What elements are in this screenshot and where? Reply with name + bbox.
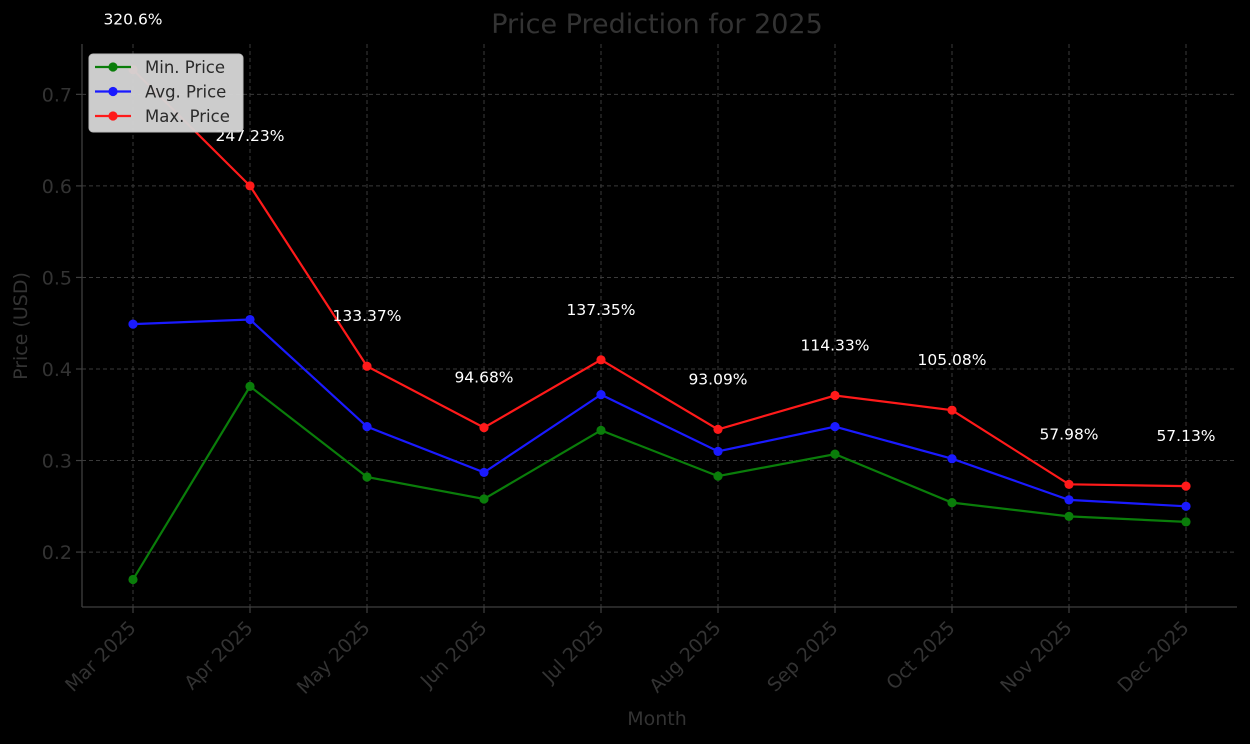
legend-label-avg-price: Avg. Price [145, 83, 226, 102]
x-tick-label: Nov 2025 [996, 617, 1076, 697]
percent-change-label: 57.98% [1039, 425, 1098, 443]
percent-change-label: 137.35% [567, 301, 636, 319]
avg-price-point [245, 314, 255, 325]
x-tick-label: Dec 2025 [1114, 617, 1194, 697]
percent-change-label: 93.09% [688, 370, 747, 388]
avg-price-point [947, 454, 957, 464]
min-price-point [1181, 517, 1191, 527]
avg-price-point [596, 390, 606, 400]
avg-price-point [713, 446, 723, 456]
y-tick-label: 0.4 [42, 359, 72, 381]
min-price-point [245, 381, 255, 391]
max-price-point [947, 405, 957, 415]
y-axis-title: Price (USD) [10, 272, 32, 380]
legend-label-max-price: Max. Price [145, 107, 230, 126]
legend: Min. Price Avg. Price Max. Price [88, 53, 244, 133]
min-price-point [596, 425, 606, 435]
percent-change-label: 114.33% [801, 337, 870, 355]
annotations: 320.6%247.23%133.37%94.68%137.35%93.09%1… [103, 11, 1215, 446]
max-price-point [362, 361, 372, 371]
min-price-point [362, 472, 372, 482]
max-price-point [830, 390, 840, 401]
avg-price-point [830, 422, 840, 432]
avg-price-point [362, 422, 372, 432]
min-price-point [128, 574, 138, 585]
percent-change-label: 94.68% [454, 369, 513, 387]
max-price-point [1064, 479, 1074, 489]
percent-change-label: 320.6% [103, 11, 162, 29]
legend-marker-min-price [108, 62, 118, 72]
max-price-point [713, 424, 723, 435]
x-tick-label: Mar 2025 [61, 617, 140, 696]
avg-price-point [479, 467, 489, 478]
y-tick-label: 0.7 [42, 84, 72, 106]
y-tick-label: 0.3 [42, 451, 72, 473]
x-tick-label: Oct 2025 [882, 617, 959, 694]
legend-label-min-price: Min. Price [145, 58, 225, 77]
y-tick-label: 0.5 [42, 267, 72, 289]
max-price-line [132, 68, 1187, 488]
avg-price-line [132, 318, 1187, 508]
avg-price-point [1064, 495, 1074, 505]
x-tick-label: Apr 2025 [180, 617, 257, 694]
y-tick-label: 0.2 [42, 542, 72, 564]
min-price-point [830, 449, 840, 459]
avg-price-point [1181, 501, 1191, 511]
percent-change-label: 57.13% [1156, 427, 1215, 445]
percent-change-label: 105.08% [918, 351, 987, 369]
x-tick-label: Jul 2025 [538, 617, 609, 688]
legend-marker-max-price [108, 111, 118, 121]
min-price-point [947, 498, 957, 508]
min-price-point [479, 494, 489, 504]
grid [82, 44, 1237, 607]
min-price-point [713, 471, 723, 481]
avg-price-point [128, 319, 138, 329]
min-price-line [132, 384, 1187, 581]
legend-marker-avg-price [108, 86, 118, 97]
y-tick-label: 0.6 [42, 176, 72, 198]
percent-change-label: 133.37% [333, 307, 402, 325]
max-price-point [596, 355, 606, 365]
plot-area [128, 65, 1191, 585]
max-price-point [1181, 481, 1191, 491]
x-tick-label: Sep 2025 [763, 617, 842, 696]
x-tick-label: May 2025 [293, 617, 375, 699]
max-price-point [245, 181, 255, 191]
chart-title: Price Prediction for 2025 [491, 9, 823, 40]
x-axis-title: Month [627, 708, 687, 730]
min-price-point [1064, 511, 1074, 521]
x-tick-label: Jun 2025 [416, 617, 492, 693]
legend-box [88, 53, 244, 133]
max-price-point [479, 422, 489, 433]
x-tick-label: Aug 2025 [645, 617, 725, 697]
